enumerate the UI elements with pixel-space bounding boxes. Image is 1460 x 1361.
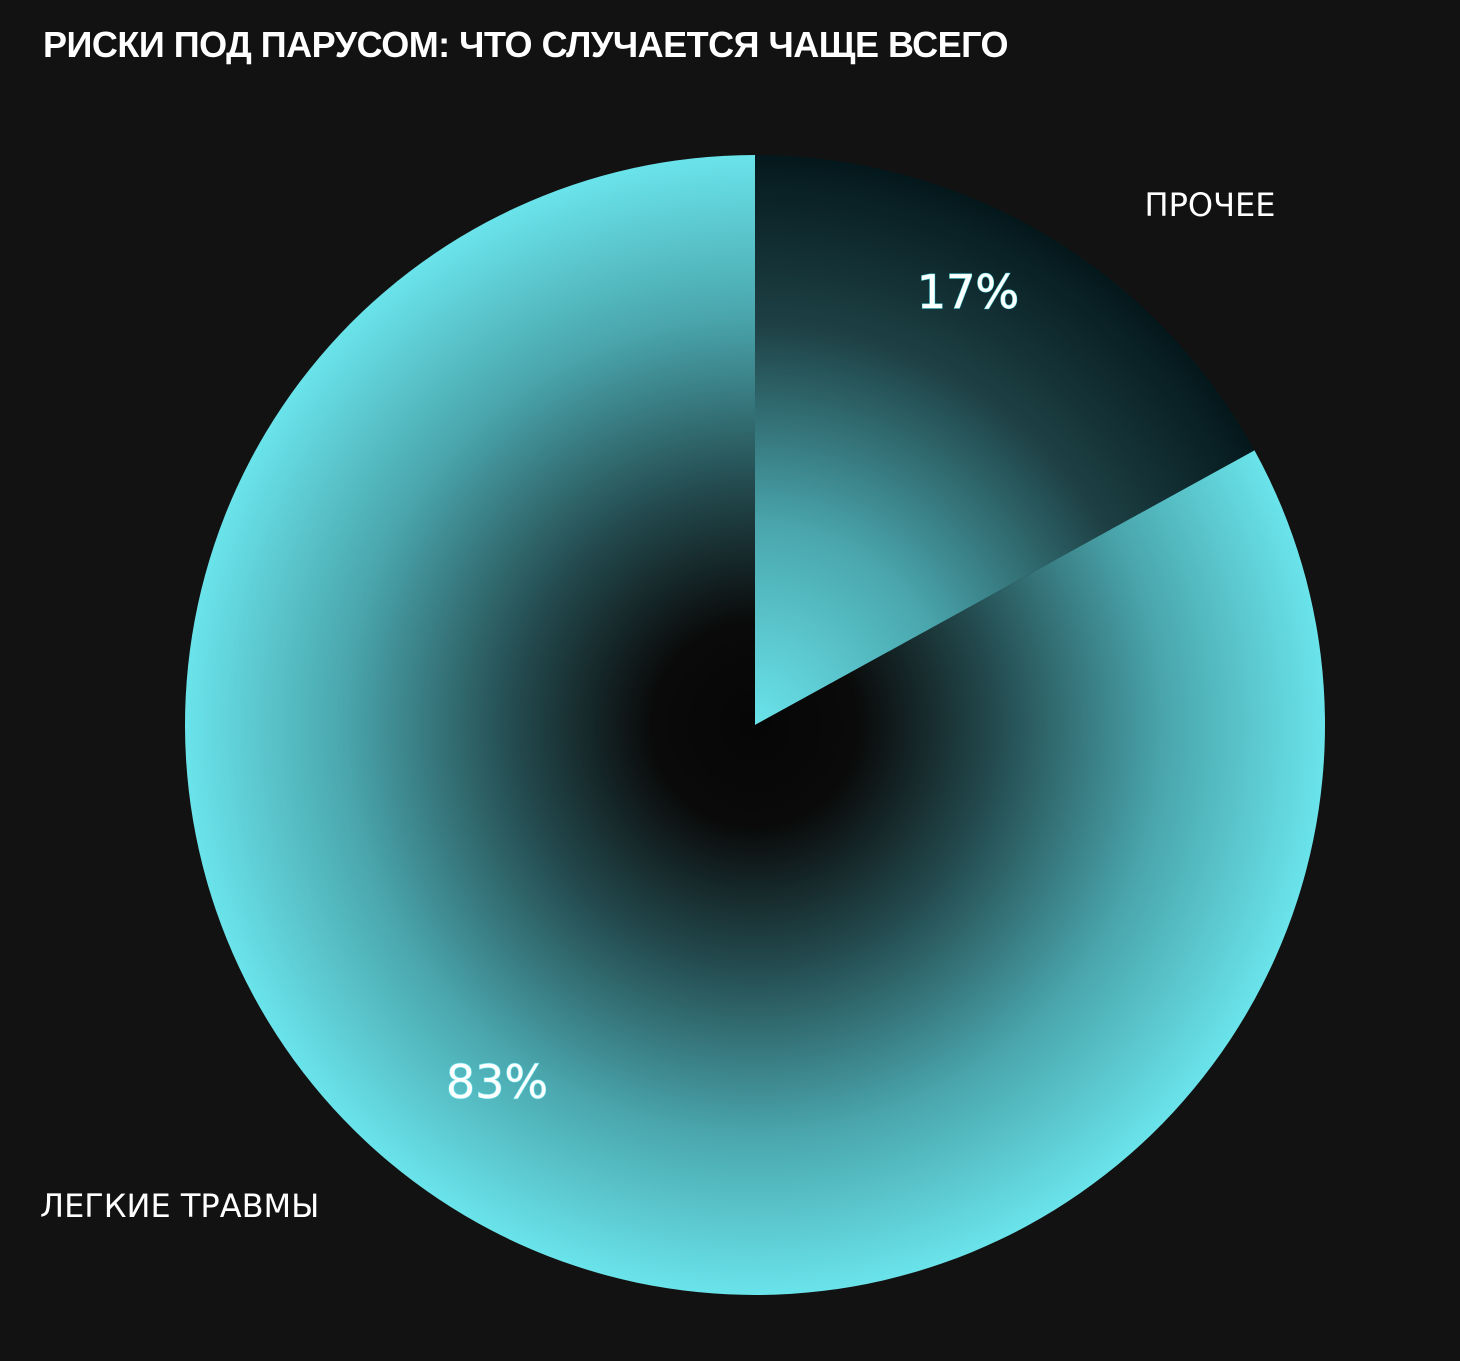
- pie-slices: [185, 155, 1325, 1296]
- slice-category-label: ПРОЧЕЕ: [1145, 186, 1276, 224]
- pie-slice-legkie-travmy: [185, 155, 1325, 1296]
- pie-labels: 17% ПРОЧЕЕ 83% ЛЕГКИЕ ТРАВМЫ: [40, 186, 1275, 1225]
- chart-title: РИСКИ ПОД ПАРУСОМ: ЧТО СЛУЧАЕТСЯ ЧАЩЕ ВС…: [43, 24, 1009, 65]
- slice-value-label: 83%: [446, 1055, 548, 1109]
- slice-value-label: 17%: [917, 265, 1019, 319]
- slice-category-label: ЛЕГКИЕ ТРАВМЫ: [40, 1187, 319, 1225]
- pie-slice-prochee: [755, 155, 1255, 725]
